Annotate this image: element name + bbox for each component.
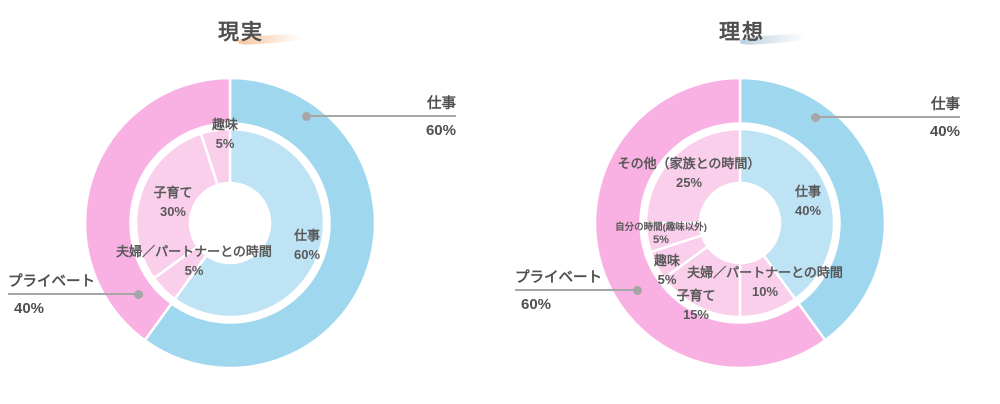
- outer-ring-segment-0: [143, 76, 377, 370]
- inner-segment-label: 趣味 5%: [654, 251, 680, 289]
- outer-segment-callout-percent: 60%: [425, 122, 456, 139]
- outer-ring-segment-0: [738, 76, 887, 342]
- leader-dot: [301, 111, 311, 121]
- leader-line: [8, 293, 138, 295]
- leader-line: [515, 289, 637, 291]
- inner-ring-segment-0: [738, 127, 836, 301]
- segment-percent: 15%: [682, 307, 710, 322]
- leader-line: [815, 116, 960, 118]
- leader-dot: [133, 289, 143, 299]
- segment-name: 仕事: [794, 184, 821, 199]
- segment-percent: 5%: [184, 263, 204, 278]
- segment-percent: 40%: [794, 203, 822, 218]
- inner-ring-segment-0: [173, 127, 326, 319]
- segment-percent: 10%: [751, 284, 779, 299]
- inner-ring-segment-3: [199, 127, 232, 187]
- outer-ring-segment-1: [593, 76, 827, 370]
- outer-segment-callout-label: 仕事: [427, 96, 456, 112]
- outer-segment-callout-percent: 60%: [521, 296, 552, 313]
- inner-segment-label: 仕事 60%: [294, 226, 320, 264]
- segment-percent: 60%: [293, 247, 321, 262]
- inner-segment-label: 子育て 15%: [676, 286, 715, 324]
- inner-segment-label: 子育て 30%: [153, 183, 192, 221]
- segment-name: 夫婦／パートナーとの時間: [116, 244, 272, 259]
- leader-line: [306, 115, 456, 117]
- chart-reality: 現実 仕事 60% 夫婦／パートナーとの時間 5% 子育て 30% 趣味 5% 仕事 60% プライ…: [8, 21, 456, 370]
- segment-name: その他（家族との時間）: [617, 156, 761, 171]
- inner-ring-segment-2: [134, 132, 219, 280]
- inner-ring-segment-5: [644, 127, 742, 225]
- inner-segment-label: その他（家族との時間） 25%: [618, 154, 761, 192]
- chart-ideal: 理想 仕事 40% 夫婦／パートナーとの時間 10% 子育て 15% 趣味 5% 自分の時間(趣…: [500, 0, 1000, 404]
- segment-name: 夫婦／パートナーとの時間: [687, 265, 843, 280]
- segment-percent: 5%: [653, 234, 669, 246]
- outer-segment-callout-label: プライベート: [8, 274, 95, 290]
- segment-name: 自分の時間(趣味以外): [615, 222, 707, 233]
- leader-dot: [810, 112, 820, 122]
- inner-segment-label: 趣味 5%: [212, 115, 238, 153]
- donut-chart-svg: [83, 76, 377, 370]
- segment-percent: 25%: [675, 175, 703, 190]
- segment-name: 子育て: [676, 288, 716, 303]
- inner-segment-label: 自分の時間(趣味以外) 5%: [615, 221, 707, 247]
- segment-percent: 5%: [215, 136, 235, 151]
- segment-percent: 5%: [657, 272, 677, 287]
- outer-segment-callout-percent: 40%: [14, 300, 45, 317]
- outer-segment-callout-label: プライベート: [515, 270, 602, 286]
- outer-ring-segment-1: [83, 76, 232, 342]
- outer-segment-callout-label: 仕事: [931, 97, 960, 113]
- inner-segment-label: 仕事 40%: [795, 182, 821, 220]
- donut-chart-svg: [593, 76, 887, 370]
- segment-name: 仕事: [293, 228, 320, 243]
- inner-segment-label: 夫婦／パートナーとの時間 10%: [687, 263, 843, 301]
- chart-title-reality: 現実: [218, 21, 264, 44]
- outer-segment-callout-percent: 40%: [929, 123, 960, 140]
- segment-name: 趣味: [653, 253, 681, 268]
- segment-percent: 30%: [159, 204, 187, 219]
- segment-name: 子育て: [153, 185, 193, 200]
- inner-segment-label: 夫婦／パートナーとの時間 5%: [116, 242, 272, 280]
- leader-dot: [632, 285, 642, 295]
- chart-title-ideal: 理想: [719, 21, 765, 44]
- segment-name: 趣味: [211, 117, 239, 132]
